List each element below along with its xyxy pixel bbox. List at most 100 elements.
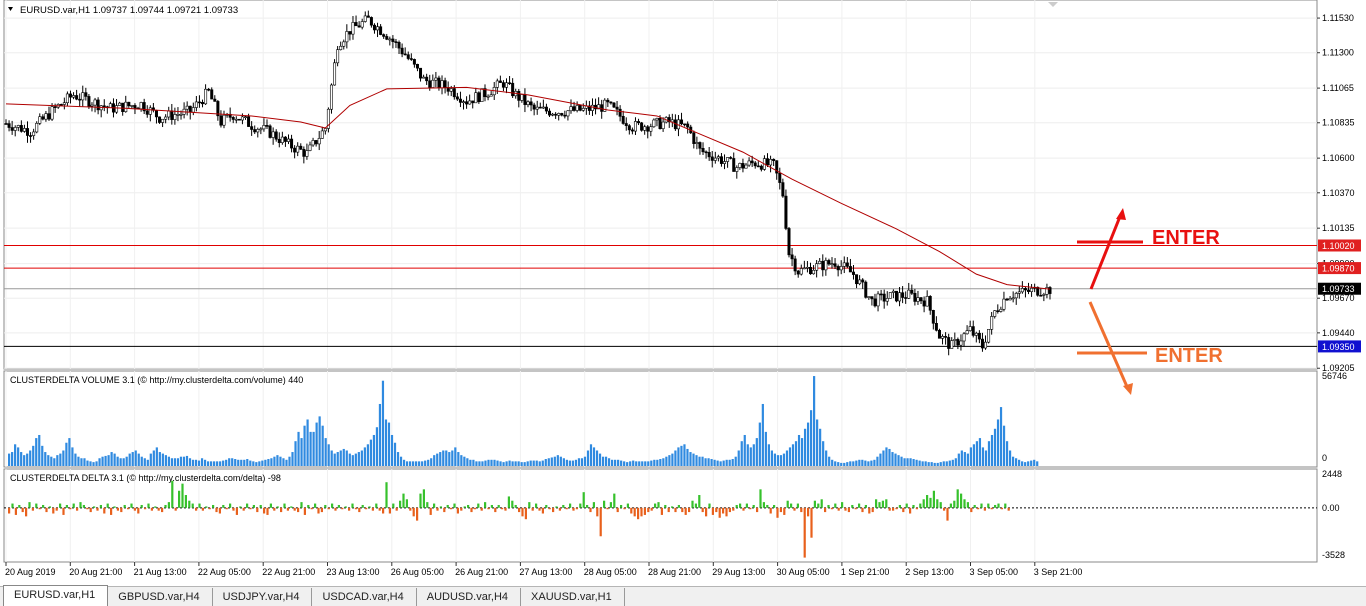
delta-bar	[929, 497, 932, 508]
symbol-tab[interactable]: XAUUSD.var,H1	[521, 588, 625, 606]
delta-bar	[494, 507, 497, 513]
delta-bar	[371, 507, 374, 511]
volume-bar	[270, 458, 273, 466]
candle-body	[729, 157, 733, 159]
delta-bar	[983, 507, 986, 511]
volume-bar	[41, 445, 44, 466]
candle-body	[237, 118, 241, 121]
volume-panel[interactable]: 56746 0 CLUSTERDELTA VOLUME 3.1 (© http:/…	[3, 370, 1347, 468]
delta-bar	[8, 507, 11, 514]
candle-body	[90, 104, 94, 107]
delta-bar	[463, 506, 466, 508]
volume-bar	[427, 459, 430, 466]
candle-body	[87, 96, 91, 107]
candle-body	[766, 158, 770, 166]
delta-bar	[324, 504, 327, 508]
delta-bar	[167, 502, 170, 508]
volume-bar	[617, 459, 620, 466]
candle-body	[753, 162, 757, 167]
delta-bar	[266, 507, 269, 515]
enter-up-arrow	[1089, 213, 1123, 290]
candle-body	[354, 22, 358, 27]
volume-bar	[662, 458, 665, 466]
volume-bar	[671, 453, 674, 466]
delta-bar	[154, 506, 157, 508]
delta-panel[interactable]: 2448 0.00 -3528 CLUSTERDELTA DELTA 3.1 (© …	[3, 468, 1345, 563]
volume-bar	[339, 450, 342, 466]
volume-bar	[951, 459, 954, 466]
chart-area[interactable]: 1.11530 1.11300 1.11065 1.10835 1.10600 1.103…	[0, 0, 1366, 586]
candle-body	[627, 125, 631, 131]
delta-bar	[521, 507, 524, 517]
delta-bar	[997, 503, 1000, 508]
price-tick-label: 1.10835	[1322, 118, 1355, 128]
volume-bar	[213, 461, 216, 466]
volume-bar	[101, 456, 104, 466]
candle-body	[855, 274, 859, 285]
volume-bar	[354, 453, 357, 466]
volume-bar	[933, 462, 936, 466]
volume-bar	[203, 459, 207, 466]
volume-bar	[882, 450, 885, 466]
candle-body	[336, 49, 340, 64]
delta-bar	[365, 507, 368, 510]
delta-bar	[739, 503, 742, 508]
volume-bar	[98, 458, 101, 466]
delta-bar	[919, 503, 922, 508]
volume-bar	[698, 456, 701, 466]
delta-grid	[4, 469, 1317, 562]
volume-bar	[816, 419, 819, 466]
symbol-tab[interactable]: USDJPY.var,H4	[213, 588, 313, 606]
candle-body	[876, 293, 880, 307]
candle-body	[7, 123, 11, 128]
delta-bar	[147, 503, 150, 508]
candle-body	[993, 310, 997, 317]
delta-bar	[252, 504, 255, 508]
candle-body	[526, 101, 530, 105]
symbol-tab[interactable]: USDCAD.var,H4	[312, 588, 417, 606]
candle-body	[649, 126, 653, 132]
volume-bar	[713, 459, 716, 466]
volume-bar	[493, 459, 496, 466]
volume-bar	[122, 458, 125, 466]
volume-bar	[318, 416, 321, 466]
delta-bar	[827, 504, 830, 508]
candle-body	[277, 138, 281, 143]
symbol-tab[interactable]: GBPUSD.var,H4	[108, 588, 213, 606]
volume-bar	[216, 461, 219, 466]
volume-bar	[514, 461, 517, 466]
symbol-tab[interactable]: EURUSD.var,H1	[3, 585, 109, 606]
volume-bar	[665, 456, 668, 466]
delta-bar	[28, 502, 31, 508]
delta-bar	[300, 502, 303, 508]
chart-shift-marker[interactable]	[1048, 2, 1058, 7]
volume-bar	[56, 455, 59, 466]
delta-bar	[215, 507, 218, 513]
candle-body	[898, 292, 902, 302]
symbol-tab[interactable]: AUDUSD.var,H4	[417, 588, 522, 606]
main-price-panel[interactable]: 1.11530 1.11300 1.11065 1.10835 1.10600 1.103…	[3, 0, 1361, 373]
candle-body	[922, 300, 926, 307]
delta-bar	[422, 489, 425, 508]
volume-bar	[1002, 425, 1006, 466]
volume-bar	[442, 450, 445, 466]
delta-bar	[558, 507, 561, 511]
volume-bar	[50, 456, 53, 466]
delta-bar	[137, 507, 140, 514]
volume-bar	[966, 453, 969, 466]
menu-triangle-icon[interactable]	[8, 7, 13, 11]
candle-body	[680, 119, 684, 125]
volume-bar	[393, 442, 397, 466]
volume-bar	[683, 444, 686, 466]
delta-bar	[378, 507, 381, 511]
candle-body	[53, 106, 57, 108]
candle-body	[311, 140, 315, 146]
volume-bar	[300, 438, 303, 466]
delta-bar	[416, 507, 419, 521]
volume-bar	[641, 461, 644, 466]
main-panel-frame	[3, 0, 1318, 370]
volume-bar	[909, 458, 912, 466]
candle-body	[633, 121, 637, 132]
volume-bar	[942, 461, 945, 466]
delta-bar	[650, 507, 653, 511]
